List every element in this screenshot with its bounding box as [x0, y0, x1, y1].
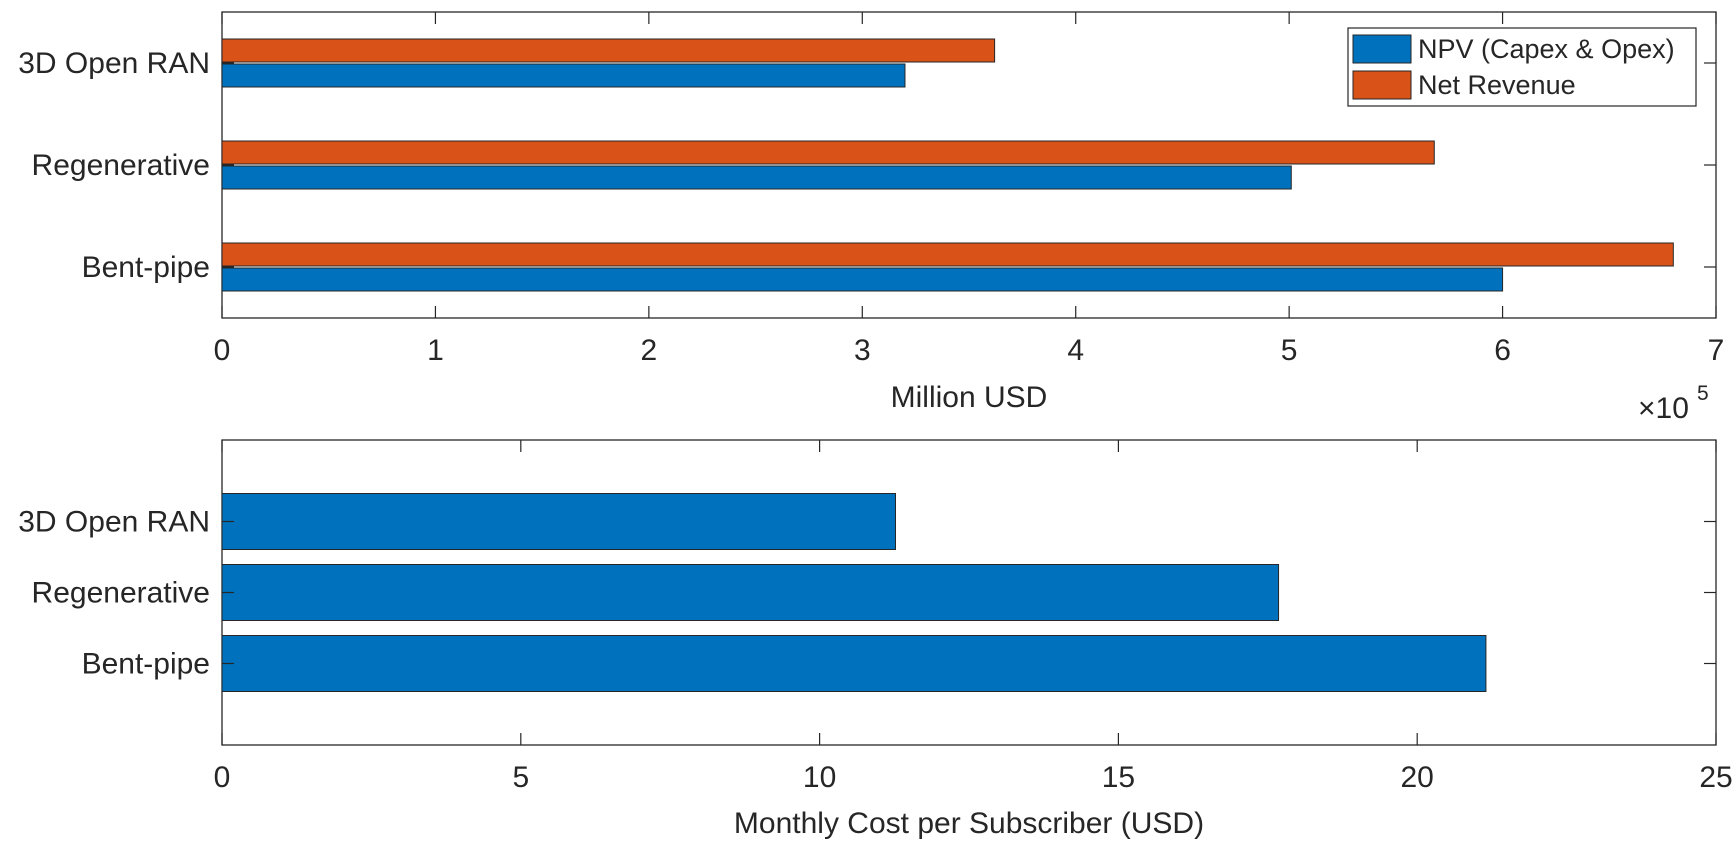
y-tick-label-3d-open-ran: 3D Open RAN	[18, 506, 210, 539]
x-tick-label-top: 1	[427, 334, 444, 367]
x-tick-label-top: 3	[854, 334, 871, 367]
bar-npv-capex-opex-3d-open-ran	[221, 63, 906, 88]
legend-swatch-net-revenue	[1352, 70, 1412, 100]
svg-text:×10: ×10	[1638, 392, 1689, 425]
x-tick-label-bottom: 20	[1401, 761, 1434, 794]
x-tick-label-top: 7	[1708, 334, 1725, 367]
x-tick-label-top: 4	[1067, 334, 1084, 367]
bar-monthly-cost-regenerative	[221, 564, 1280, 621]
x-tick-label-bottom: 25	[1699, 761, 1732, 794]
x-tick-label-bottom: 10	[803, 761, 836, 794]
x-tick-label-bottom: 0	[214, 761, 231, 794]
bar-monthly-cost-bent-pipe	[221, 635, 1487, 692]
x-axis-title-bottom: Monthly Cost per Subscriber (USD)	[734, 807, 1204, 840]
svg-text:5: 5	[1697, 382, 1709, 405]
y-tick-label-bent-pipe: Bent-pipe	[82, 648, 210, 681]
bar-net-revenue-bent-pipe	[221, 242, 1674, 267]
y-tick-label-regenerative: Regenerative	[32, 577, 210, 610]
x-axis-title-top: Million USD	[891, 381, 1048, 414]
exponent-label: ×10 5	[1638, 382, 1709, 425]
x-tick-label-bottom: 15	[1102, 761, 1135, 794]
x-tick-label-top: 0	[214, 334, 231, 367]
bar-npv-capex-opex-bent-pipe	[221, 267, 1504, 292]
legend-swatch-npv	[1352, 34, 1412, 64]
npv-revenue-chart: 0 1 2 3 4 5 6 7 Bent-pipe Regenerative 3D Open RA…	[18, 11, 1725, 425]
x-tick-label-bottom: 5	[512, 761, 529, 794]
bar-npv-capex-opex-regenerative	[221, 165, 1292, 190]
bar-net-revenue-3d-open-ran	[221, 38, 996, 63]
legend-label-npv: NPV (Capex & Opex)	[1418, 34, 1675, 64]
monthly-cost-chart: 0 5 10 15 20 25 Bent-pipe Regenerative 3D Open …	[18, 439, 1733, 840]
legend-label-net-revenue: Net Revenue	[1418, 70, 1576, 100]
bar-net-revenue-regenerative	[221, 140, 1435, 165]
y-tick-label-3d-open-ran: 3D Open RAN	[18, 47, 210, 80]
x-tick-label-top: 5	[1281, 334, 1298, 367]
y-tick-label-regenerative: Regenerative	[32, 149, 210, 182]
x-tick-label-top: 2	[641, 334, 658, 367]
x-tick-label-top: 6	[1494, 334, 1511, 367]
bar-monthly-cost-3d-open-ran	[221, 493, 896, 550]
legend: NPV (Capex & Opex) Net Revenue	[1347, 27, 1697, 107]
y-tick-label-bent-pipe: Bent-pipe	[82, 251, 210, 284]
